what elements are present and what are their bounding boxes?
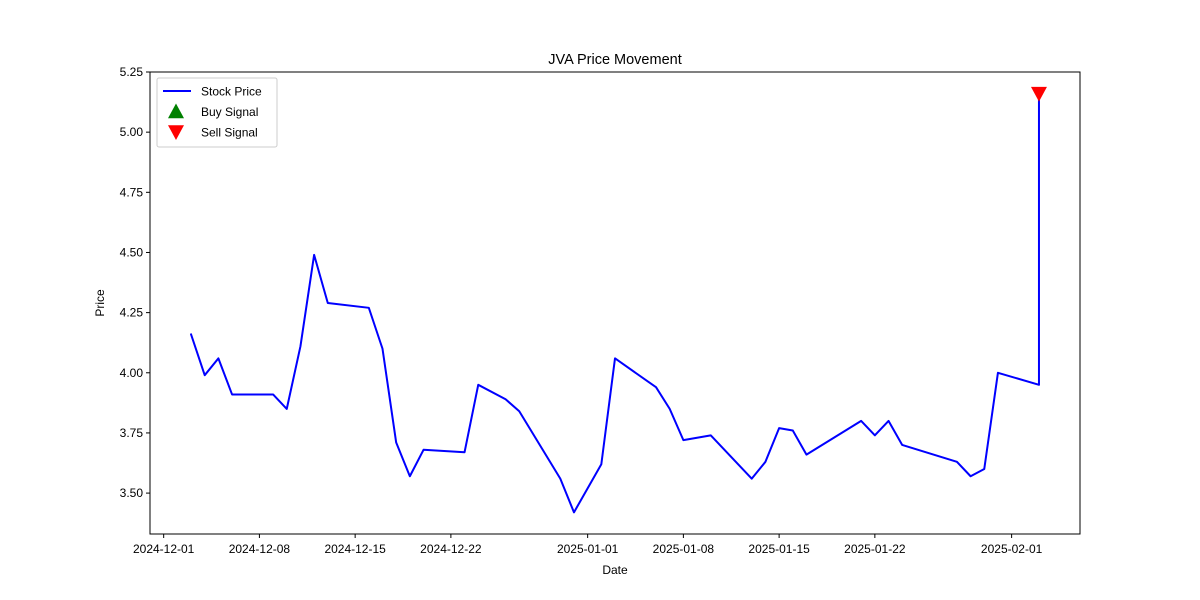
x-tick-label: 2025-01-01 [557,542,619,556]
y-tick-label: 3.75 [120,426,144,440]
y-axis-label: Price [93,289,107,317]
x-tick-label: 2025-01-08 [653,542,715,556]
x-tick-label: 2024-12-15 [324,542,386,556]
y-tick-label: 4.00 [120,366,144,380]
y-tick-label: 5.00 [120,125,144,139]
x-tick-label: 2025-01-22 [844,542,906,556]
legend-buy-signal-swatch [168,103,184,119]
x-axis: 2024-12-01 2024-12-08 2024-12-15 2024-12-22… [133,534,1043,556]
y-tick-label: 5.25 [120,65,144,79]
x-tick-label: 2024-12-22 [420,542,482,556]
sell-signal-marker [1030,86,1047,102]
legend-box [156,77,278,148]
series-layer [190,92,1040,514]
legend-label: Sell Signal [201,126,258,140]
y-axis: 3.50 3.75 4.00 4.25 4.50 4.75 5.00 5.25 [120,65,150,500]
x-tick-label: 2024-12-01 [133,542,195,556]
y-tick-label: 3.50 [120,486,144,500]
legend-sell-signal-swatch [168,125,184,140]
legend: Stock Price Buy Signal Sell Signal [156,77,278,148]
y-tick-label: 4.75 [120,185,144,199]
y-tick-label: 4.50 [120,245,144,259]
plot-area [150,72,1080,534]
x-tick-label: 2024-12-08 [229,542,291,556]
x-axis-label: Date [602,563,628,577]
chart-title: JVA Price Movement [548,52,682,68]
x-tick-label: 2025-01-15 [748,542,810,556]
x-tick-label: 2025-02-01 [981,542,1043,556]
plot-frame [149,71,1081,535]
stock-price-line [190,92,1040,514]
marker-layer [1030,86,1047,102]
y-tick-label: 4.25 [120,306,144,320]
legend-label: Stock Price [201,85,262,99]
legend-label: Buy Signal [201,105,258,119]
